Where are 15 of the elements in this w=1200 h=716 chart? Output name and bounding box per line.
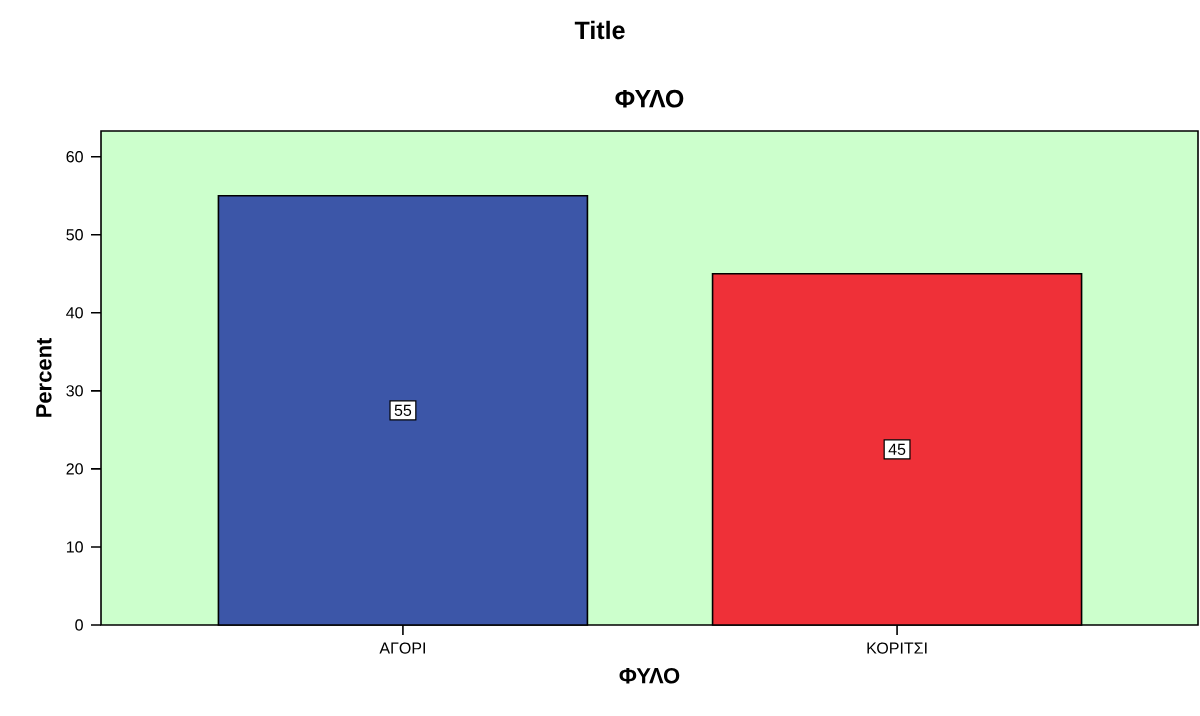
x-tick-label: ΚΟΡΙΤΣΙ: [867, 642, 927, 654]
y-tick-label: 50: [66, 229, 83, 241]
y-tick-label: 20: [66, 463, 83, 475]
chart-title: Title: [574, 20, 625, 40]
chart-subtitle: ΦΥΛΟ: [615, 89, 684, 108]
data-label: 55: [394, 404, 412, 416]
x-tick-label: ΑΓΟΡΙ: [379, 642, 425, 654]
y-tick-label: 60: [66, 151, 83, 163]
y-tick-label: 40: [66, 307, 83, 319]
y-tick-label: 0: [75, 619, 83, 631]
y-axis-title: Percent: [36, 337, 52, 417]
y-tick-label: 30: [66, 385, 83, 397]
data-label: 45: [888, 443, 906, 455]
x-axis-title: ΦΥΛΟ: [619, 667, 680, 684]
y-tick-label: 10: [66, 541, 83, 553]
